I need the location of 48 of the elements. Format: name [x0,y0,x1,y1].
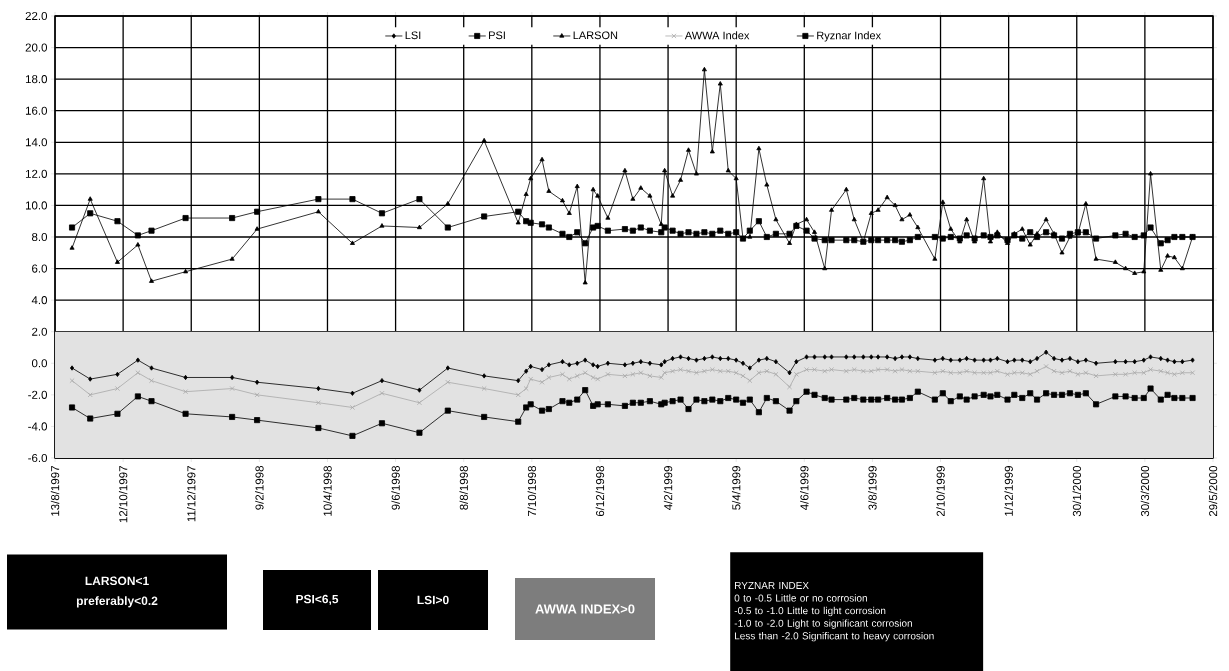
text: 0 to -0.5 Little or no corrosion [734,594,867,602]
y-tick-label: -4.0 [28,422,48,431]
x-tick-label: 9/6/1998 [391,465,400,510]
legend-label: AWWA Index [684,31,750,40]
text: AWWA INDEX>0 [535,604,635,614]
x-tick-label: 1/12/1999 [1004,465,1013,516]
y-tick-label: 12.0 [25,169,48,178]
x-tick-label: 11/12/1997 [187,466,196,522]
y-tick-label: 10.0 [25,201,48,210]
y-tick-label: 22.0 [25,11,48,20]
legend-label: LSI [405,31,421,40]
text: preferably<0.2 [76,596,158,608]
x-tick-label: 30/3/2000 [1140,465,1150,517]
x-tick-label: 30/1/2000 [1072,465,1081,517]
x-tick-label: 8/8/1998 [459,465,468,510]
legend-label: LARSON [573,31,618,40]
x-tick-label: 2/10/1999 [936,465,945,517]
y-tick-label: 18.0 [25,74,48,84]
legend-label: PSI [489,31,505,40]
y-tick-label: 2.0 [32,327,48,336]
text: -0.5 to -1.0 Little to light corrosion [734,606,886,617]
y-tick-label: 16.0 [25,106,48,115]
x-tick-label: 10/4/1998 [323,465,332,516]
y-tick-label: 4.0 [31,295,48,305]
y-tick-label: 8.0 [31,232,48,241]
x-tick-label: 5/4/1999 [731,465,741,510]
x-tick-label: 4/6/1999 [800,465,809,510]
x-tick-label: 3/8/1999 [868,465,877,510]
x-tick-label: 6/12/1998 [595,465,605,517]
text: LARSON<1 [85,576,149,585]
text: -1.0 to -2.0 Light to significant corrosion [734,619,912,629]
legend-label: Ryznar Index [817,31,881,42]
x-tick-label: 13/8/1997 [50,466,60,516]
y-tick-label: 20.0 [25,43,48,52]
y-tick-label: -6.0 [28,453,48,462]
y-tick-label: 14.0 [25,138,48,147]
text: LSI>0 [417,595,449,605]
text: Less than -2.0 Significant to heavy corrosion [735,631,934,642]
y-tick-label: 6.0 [32,264,48,273]
x-tick-label: 4/2/1999 [663,465,673,510]
y-tick-label: 0.0 [31,359,48,368]
x-tick-label: 9/2/1998 [255,465,264,510]
text: RYZNAR INDEX [735,581,809,589]
x-tick-label: 12/10/1997 [118,466,128,523]
x-tick-label: 29/5/2000 [1208,465,1218,517]
x-tick-label: 7/10/1998 [527,465,537,516]
y-tick-label: -2.0 [28,390,48,399]
text: PSI<6,5 [296,594,339,606]
